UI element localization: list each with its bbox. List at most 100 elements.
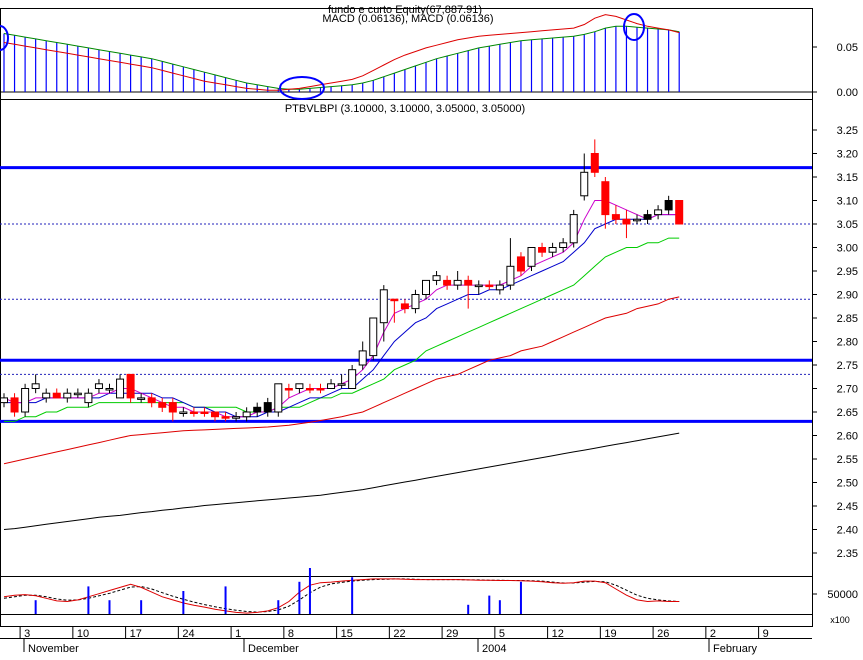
oscillator-red-line	[3, 578, 680, 614]
candle-body	[400, 303, 409, 310]
volume-scale-label: x100	[830, 615, 850, 625]
candle-body	[506, 265, 515, 286]
candle-body	[200, 411, 209, 414]
price-y-tick-label: 2.50	[837, 478, 858, 490]
candle-body	[580, 171, 589, 197]
candle-body	[411, 294, 420, 310]
candle-body	[316, 388, 325, 391]
macd-red-line	[3, 14, 680, 91]
candle-body	[654, 209, 663, 216]
candle-body	[284, 388, 293, 391]
candle-body	[84, 392, 93, 404]
candle-body	[675, 200, 684, 225]
time-axis-day-label: 26	[657, 628, 669, 640]
candle-body	[158, 402, 167, 408]
candle-body	[10, 397, 19, 413]
time-axis-month-label: December	[248, 643, 299, 655]
candle-body	[538, 247, 547, 253]
highlight-circle-high	[623, 13, 645, 41]
time-axis-month-label: 2004	[482, 643, 506, 655]
highlight-circle-left-edge	[0, 25, 9, 51]
price-y-tick-label: 3.05	[837, 219, 858, 231]
candle-body	[390, 298, 399, 302]
price-y-tick-label: 2.55	[837, 454, 858, 466]
time-axis-day-label: 5	[499, 628, 505, 640]
candle-body	[232, 416, 241, 419]
price-panel-frame	[0, 99, 813, 577]
candle-body	[643, 214, 652, 220]
candle-body	[464, 279, 473, 286]
candle-body	[485, 284, 494, 288]
time-axis-day-label: 8	[288, 628, 294, 640]
candle-body	[147, 397, 156, 404]
price-panel: 3.25 3.20 3.15 3.10 3.05 3.00 2.95 2.90 2.85 2.80…	[0, 125, 858, 560]
price-y-tick-label: 2.35	[837, 548, 858, 560]
candle-body	[73, 392, 82, 396]
price-y-tick-label: 2.95	[837, 266, 858, 278]
price-y-tick-label: 3.10	[837, 196, 858, 208]
time-axis-day-label: 12	[552, 628, 564, 640]
time-axis-day-label: 24	[182, 628, 194, 640]
candle-body	[337, 383, 346, 386]
candle-body	[327, 383, 336, 389]
time-axis-day-label: 1	[235, 628, 241, 640]
candle-body	[52, 392, 61, 399]
price-y-tick-label: 2.80	[837, 337, 858, 349]
price-y-tick-label: 2.65	[837, 407, 858, 419]
macd-panel: 0.05 0.00	[0, 13, 858, 100]
ma-green-line	[4, 237, 680, 422]
ma-black-line	[3, 432, 680, 530]
candle-body	[94, 383, 103, 389]
time-axis-day-label: 2	[710, 628, 716, 640]
price-y-tick-label: 3.00	[837, 243, 858, 255]
time-axis-month-label: February	[713, 643, 758, 655]
ma-red-line	[3, 296, 680, 465]
macd-y-tick-label: 0.05	[837, 42, 858, 54]
highlight-circle-low	[279, 76, 325, 100]
candle-body	[253, 406, 262, 413]
candle-body	[369, 317, 378, 357]
price-y-tick-label: 3.20	[837, 149, 858, 161]
candle-body	[221, 416, 230, 419]
candle-body	[432, 275, 441, 281]
candle-body	[379, 289, 388, 324]
candle-body	[453, 279, 462, 286]
candle-body	[590, 153, 599, 173]
time-axis-day-label: 15	[341, 628, 353, 640]
oscillator-panel-frame	[0, 576, 813, 627]
candle-body	[116, 378, 125, 399]
candle-body	[31, 383, 40, 389]
candle-body	[633, 218, 641, 222]
candle-body	[168, 402, 177, 413]
candle-body	[0, 397, 8, 404]
candle-body	[516, 256, 525, 272]
candle-body	[443, 279, 452, 286]
macd-signal-green-line	[3, 25, 680, 90]
candle-body	[63, 392, 72, 399]
candle-body	[358, 350, 367, 366]
price-title: PTBVLBPI (3.10000, 3.10000, 3.05000, 3.0…	[285, 103, 525, 115]
candle-body	[601, 181, 610, 216]
candle-body	[569, 214, 578, 244]
candle-body	[42, 392, 51, 399]
oscillator-panel: 50000 x100	[3, 568, 858, 625]
time-axis-day-label: 3	[24, 628, 30, 640]
time-axis-day-label: 22	[393, 628, 405, 640]
candle-body	[422, 279, 430, 295]
candle-body	[622, 218, 631, 225]
candle-body	[495, 284, 504, 291]
price-y-tick-label: 2.70	[837, 384, 858, 396]
macd-title-line1: fundo e curto Equity(67,887.91)	[328, 4, 482, 16]
candle-body	[263, 402, 272, 413]
candle-body	[548, 247, 557, 253]
candle-body	[211, 411, 219, 418]
time-axis-month-label: November	[28, 643, 79, 655]
time-axis-day-label: 10	[77, 628, 89, 640]
volume-tick-label: 50000	[827, 589, 858, 601]
time-axis-day-label: 19	[604, 628, 616, 640]
oscillator-dashed-line	[3, 578, 680, 613]
candle-body	[348, 369, 357, 390]
candle-body	[21, 388, 30, 413]
